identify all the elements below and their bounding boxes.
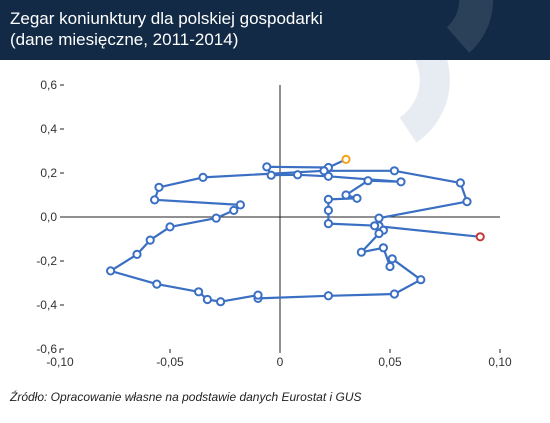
y-tick-label: -0,4 xyxy=(36,298,57,312)
y-tick-label: 0,2 xyxy=(40,166,57,180)
chart-plot: -0,10 -0,05 0 0,05 0,10 0,6 0,4 0,2 0,0 -0,2 -0,4 -… xyxy=(36,60,512,369)
data-point xyxy=(385,261,395,272)
data-point xyxy=(145,235,155,245)
data-point xyxy=(132,249,142,259)
chart-axes xyxy=(60,85,500,349)
data-point xyxy=(396,177,406,187)
data-point xyxy=(370,221,380,231)
data-point xyxy=(229,205,239,215)
data-point xyxy=(323,194,333,204)
data-point xyxy=(235,200,245,210)
series-markers xyxy=(106,154,485,307)
data-point xyxy=(323,291,333,301)
data-point xyxy=(165,222,175,232)
source-note: Źródło: Opracowanie własne na podstawie … xyxy=(10,390,362,404)
data-point xyxy=(319,166,329,176)
data-point xyxy=(323,219,333,229)
x-tick-label: -0,10 xyxy=(46,355,74,369)
data-point xyxy=(416,275,426,285)
data-point xyxy=(389,166,399,176)
data-point xyxy=(455,178,465,188)
end-point xyxy=(475,232,485,242)
data-point xyxy=(150,195,160,205)
data-point xyxy=(106,266,116,276)
data-point xyxy=(374,213,384,223)
data-point xyxy=(194,287,204,297)
chart-header: Zegar koniunktury dla polskiej gospodark… xyxy=(0,0,550,60)
data-point xyxy=(387,254,397,264)
data-point xyxy=(293,170,303,180)
chart-ticks: -0,10 -0,05 0 0,05 0,10 0,6 0,4 0,2 0,0 -0,2 -0,4 -… xyxy=(36,78,512,369)
watermark-logo xyxy=(446,0,494,53)
data-point xyxy=(323,205,333,215)
data-point xyxy=(152,279,162,289)
data-point xyxy=(352,193,362,203)
data-point xyxy=(202,294,212,305)
x-tick-label: 0,10 xyxy=(488,355,512,369)
data-point xyxy=(462,197,472,207)
y-tick-label: 0,0 xyxy=(40,210,57,224)
series-line xyxy=(109,158,481,303)
y-tick-label: 0,4 xyxy=(40,122,57,136)
start-point xyxy=(341,154,351,164)
data-point xyxy=(216,297,226,307)
data-point xyxy=(341,190,351,200)
x-tick-label: 0 xyxy=(277,355,284,369)
y-tick-label: -0,2 xyxy=(36,254,57,268)
data-point xyxy=(356,247,366,257)
data-point xyxy=(211,213,221,223)
data-point xyxy=(198,172,208,183)
watermark-arc xyxy=(446,0,494,53)
x-tick-label: 0,05 xyxy=(378,355,402,369)
data-point xyxy=(154,182,164,192)
y-tick-label: -0,6 xyxy=(36,342,57,356)
data-point xyxy=(266,170,276,180)
data-point xyxy=(378,243,388,253)
x-tick-label: -0,05 xyxy=(156,355,184,369)
data-point xyxy=(262,162,272,172)
chart-title: Zegar koniunktury dla polskiej gospodark… xyxy=(10,9,323,49)
data-point xyxy=(374,228,384,239)
watermark-arc xyxy=(399,60,450,143)
y-tick-label: 0,6 xyxy=(40,78,57,92)
data-point xyxy=(253,290,263,300)
data-point xyxy=(389,289,399,299)
data-point xyxy=(363,176,373,186)
